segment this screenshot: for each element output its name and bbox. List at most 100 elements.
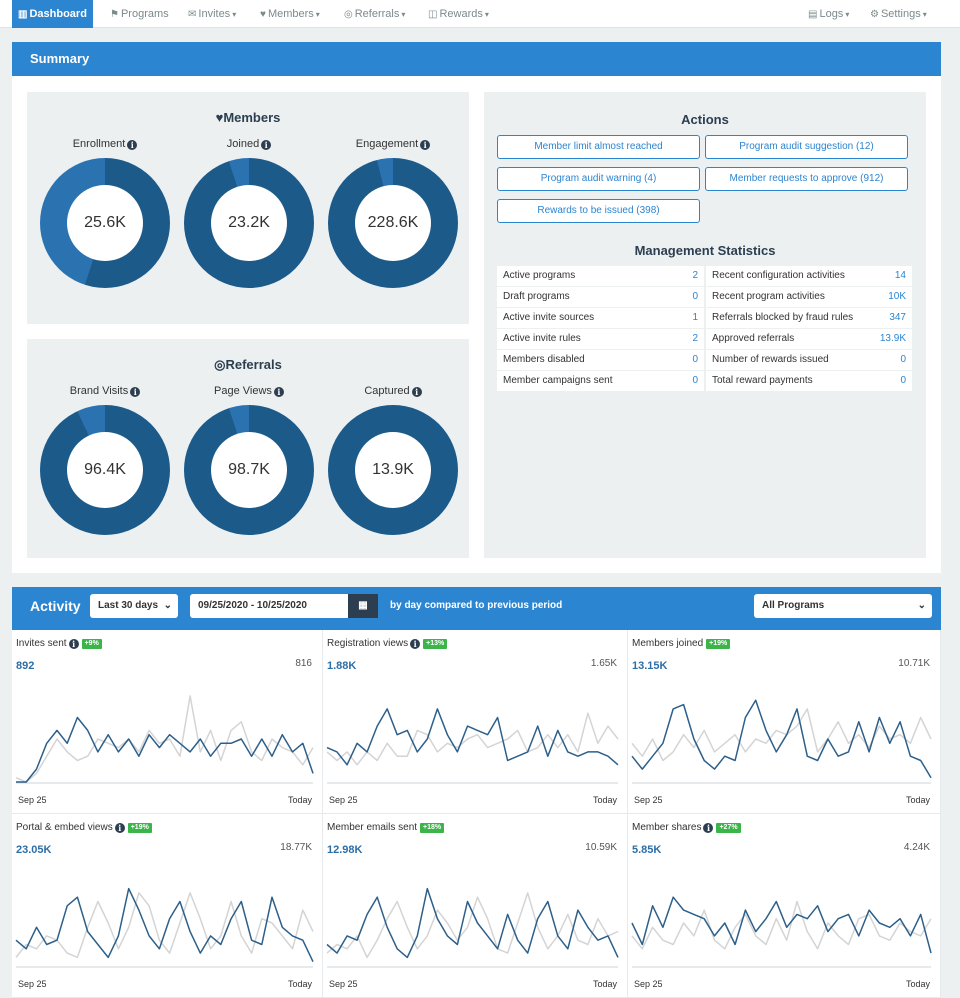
info-icon[interactable]: i [703,823,714,833]
captured-label: Captured i [328,385,458,397]
tile-title: Member emails sent +18% [327,822,445,833]
engagement-value: 228.6K [367,214,419,231]
brand-visits-donut: 96.4K [40,405,170,535]
tile-start-label: Sep 25 [634,979,663,989]
enrollment-value: 25.6K [84,214,126,231]
page-views-label: Page Views i [184,385,314,397]
tile-value: 23.05K [16,844,52,856]
current-period-line [15,887,314,963]
tile-end-label: Today [287,979,312,989]
stat-row: Member campaigns sent 0 [497,371,704,391]
nav-dashboard[interactable]: ▥ Dashboard [12,0,93,28]
stats-title: Management Statistics [634,243,776,258]
nav-rewards[interactable]: ◫ Rewards ▾ [428,0,489,28]
tile-value: 1.88K [327,660,357,672]
nav-logs[interactable]: ▤ Logs ▾ [808,0,849,28]
stat-row: Active invite rules 2 [497,329,704,349]
activity-tile: Member emails sent +18% 12.98K 10.59K Sep… [323,814,628,998]
stat-row: Number of rewards issued 0 [706,350,912,370]
nav-members[interactable]: ♥ Members ▾ [260,0,320,28]
tile-value: 892 [16,660,35,672]
audit-suggestion-button[interactable]: Program audit suggestion (12) [705,135,908,159]
current-period-line [326,708,619,766]
nav-invites[interactable]: ✉ Invites ▾ [188,0,236,28]
info-icon[interactable]: i [130,387,141,397]
previous-period-line [631,900,932,950]
member-limit-button[interactable]: Member limit almost reached [497,135,700,159]
envelope-icon: ✉ [188,9,197,20]
change-badge: +27% [716,823,741,833]
tile-prev-value: 4.24K [903,842,930,853]
gift-icon: ◫ [428,9,438,20]
stat-row: Draft programs 0 [497,287,704,307]
activity-tile: Registration views i +13% 1.88K 1.65K Sep … [323,630,628,814]
tag-icon: ⚑ [110,9,119,20]
period-select[interactable]: Last 30 days ⌄ [90,594,178,618]
tile-prev-value: 10.59K [585,842,617,853]
tile-title: Portal & embed views i +19% [16,822,152,833]
activity-tile: Invites sent i +9% 892 816 Sep 25 Today [12,630,323,814]
tile-start-label: Sep 25 [634,795,663,805]
program-select[interactable]: All Programs ⌄ [754,594,932,618]
caret-down-icon: ▾ [845,10,850,19]
enrollment-donut: 25.6K [40,158,170,288]
members-card: ♥Members Enrollment i Joined i Engagement i… [27,92,469,324]
stat-row: Approved referrals 13.9K [706,329,912,349]
activity-title: Activity [30,598,81,614]
chevron-down-icon: ⌄ [163,600,172,611]
activity-tile: Portal & embed views i +19% 23.05K 18.77K … [12,814,323,998]
info-icon[interactable]: i [411,387,422,397]
calendar-button[interactable]: ▦ [348,594,378,618]
current-period-line [326,887,619,959]
date-range-input[interactable]: 09/25/2020 - 10/25/2020 [190,594,350,618]
nav-referrals[interactable]: ◎ Referrals ▾ [344,0,405,28]
nav-settings[interactable]: ⚙ Settings ▾ [870,0,927,28]
info-icon[interactable]: i [273,387,284,397]
nav-programs[interactable]: ⚑ Programs [110,0,169,28]
previous-period-line [15,892,314,959]
previous-period-line [631,708,932,762]
engagement-donut: 228.6K [328,158,458,288]
engagement-label: Engagement i [328,138,458,150]
change-badge: +18% [420,823,445,833]
info-icon[interactable]: i [68,639,79,649]
stat-row: Recent program activities 10K [706,287,912,307]
info-icon[interactable]: i [410,639,421,649]
tile-title: Members joined +19% [632,638,731,649]
audit-warning-button[interactable]: Program audit warning (4) [497,167,700,191]
tile-start-label: Sep 25 [18,795,47,805]
summary-title: Summary [30,51,90,66]
stat-row: Total reward payments 0 [706,371,912,391]
info-icon[interactable]: i [420,140,431,150]
tile-value: 5.85K [632,844,662,856]
calendar-icon: ▦ [358,600,368,611]
info-icon[interactable]: i [127,140,138,150]
tile-end-label: Today [905,795,930,805]
target-icon: ◎ [344,9,353,20]
top-nav: ▥ Dashboard ⚑ Programs ✉ Invites ▾ ♥ Members ▾… [0,0,960,28]
member-requests-button[interactable]: Member requests to approve (912) [705,167,908,191]
caret-down-icon: ▾ [232,10,237,19]
sparkline-chart [326,708,619,784]
activity-header: Activity Last 30 days ⌄ 09/25/2020 - 10/2… [12,587,941,630]
enrollment-label: Enrollment i [40,138,170,150]
sparkline-chart [631,699,932,784]
tile-start-label: Sep 25 [18,979,47,989]
sparkline-chart [15,695,314,784]
stat-row: Active programs 2 [497,266,704,286]
summary-header: Summary [12,42,941,76]
actions-title: Actions [681,112,729,127]
captured-donut: 13.9K [328,405,458,535]
tile-start-label: Sep 25 [329,979,358,989]
info-icon[interactable]: i [114,823,125,833]
joined-value: 23.2K [228,214,270,231]
list-icon: ▤ [808,9,818,20]
sparkline-chart [15,887,314,968]
change-badge: +19% [127,823,152,833]
tile-prev-value: 1.65K [590,658,617,669]
caret-down-icon: ▾ [922,10,927,19]
compare-text: by day compared to previous period [390,600,563,611]
rewards-issued-button[interactable]: Rewards to be issued (398) [497,199,700,223]
current-period-line [16,716,314,783]
info-icon[interactable]: i [261,140,272,150]
